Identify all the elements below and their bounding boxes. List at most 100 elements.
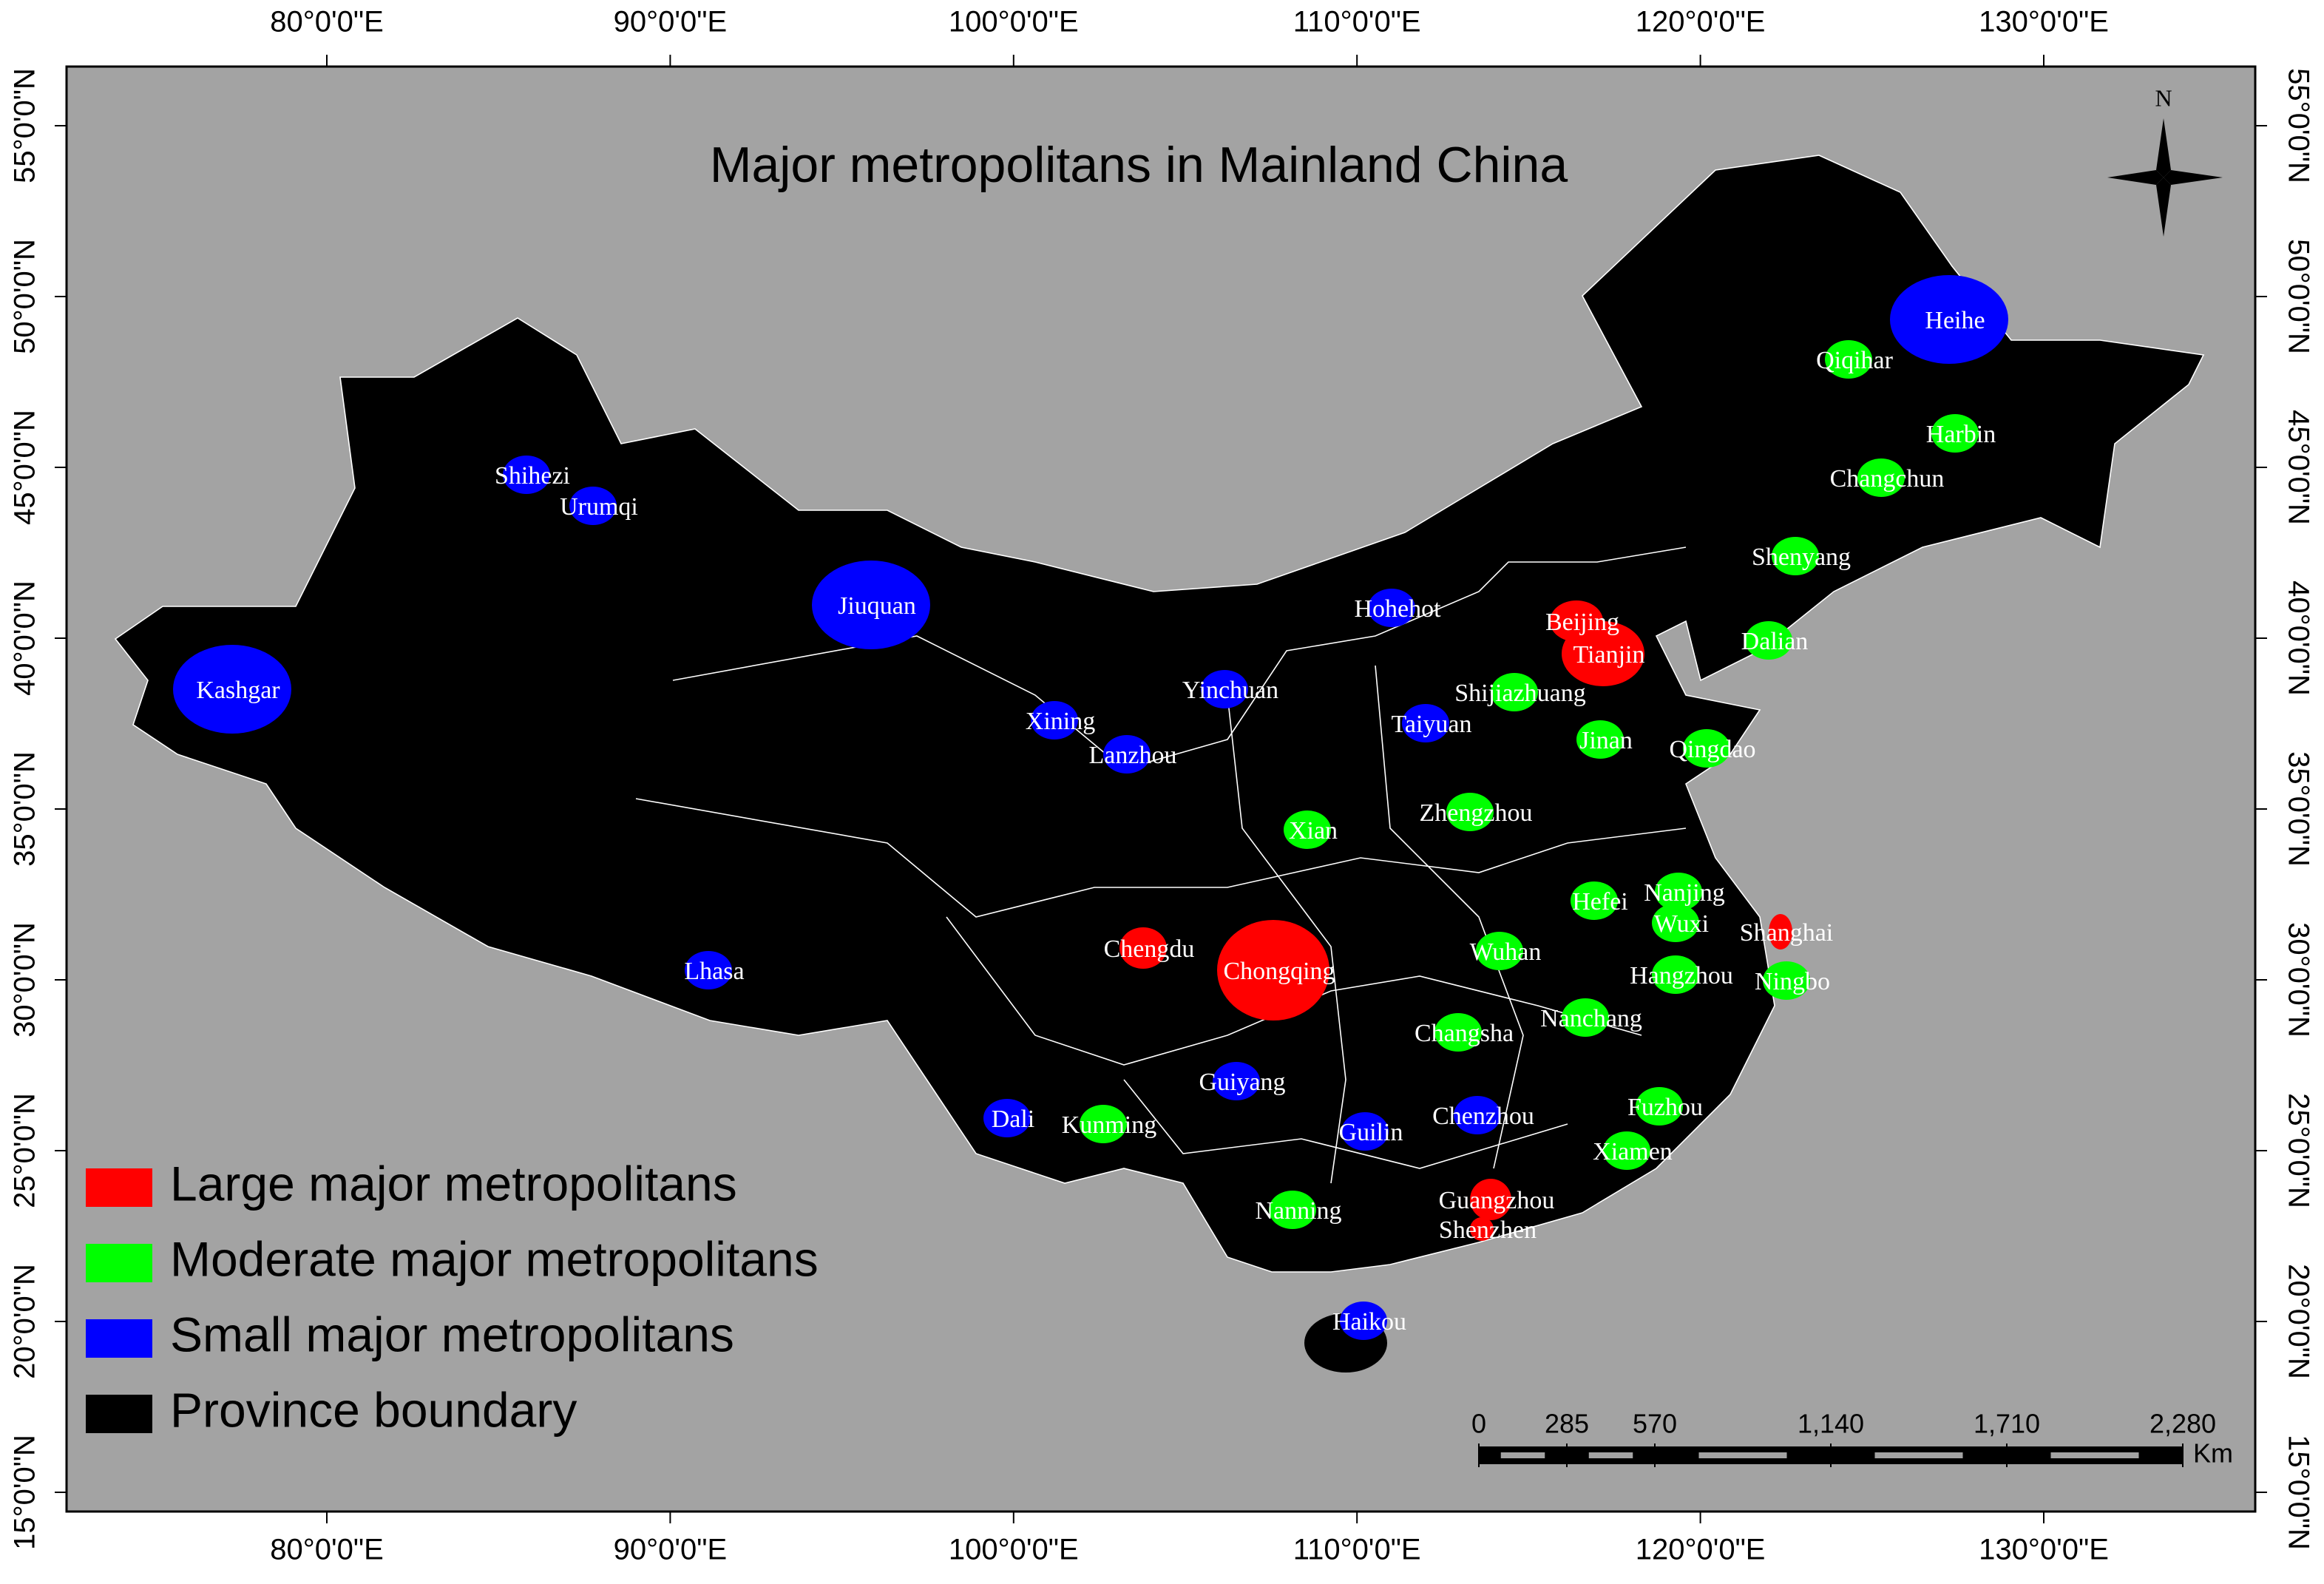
city-label: Xiamen: [1593, 1138, 1673, 1165]
lon-label-bottom: 100°0'0"E: [949, 1534, 1079, 1566]
metro-area: [1454, 1096, 1501, 1134]
city-label: Shenzhen: [1439, 1216, 1537, 1244]
city-label: Nanning: [1255, 1197, 1341, 1225]
metro-area: [1269, 1191, 1316, 1229]
north-arrow: N: [2107, 84, 2223, 237]
city-label: Lhasa: [684, 958, 744, 985]
city-label: Wuhan: [1470, 938, 1542, 966]
metro-area: [1213, 1062, 1260, 1100]
scale-segment: [1874, 1452, 1963, 1458]
metro-area: [1652, 955, 1699, 994]
metro-area: [503, 456, 550, 494]
metro-area: [1763, 961, 1810, 1000]
legend-label: Small major metropolitans: [170, 1307, 734, 1361]
city-label: Kunming: [1062, 1111, 1156, 1139]
metro-area: [685, 951, 732, 989]
metro-area: [1769, 914, 1792, 950]
city-label: Nanchang: [1540, 1005, 1642, 1032]
map-title: Major metropolitans in Mainland China: [710, 137, 1568, 193]
lat-label-left: 55°0'0"N: [9, 68, 41, 183]
metro-area: [1119, 927, 1167, 969]
legend-swatch: [86, 1244, 152, 1282]
city-label: Urumqi: [560, 493, 638, 521]
city-label: Shanghai: [1740, 919, 1834, 947]
metro-area: [1571, 881, 1618, 920]
metro-area: [1825, 340, 1872, 379]
metro-area: [1636, 1087, 1683, 1126]
metro-area: [1031, 701, 1078, 739]
city-label: Zhengzhou: [1420, 799, 1533, 827]
metro-area: [1402, 704, 1449, 742]
metro-area: [1772, 537, 1819, 575]
lon-label-bottom: 110°0'0"E: [1293, 1534, 1421, 1566]
metro-area: [983, 1099, 1031, 1137]
metro-area: [1103, 735, 1151, 774]
lon-label-bottom: 120°0'0"E: [1636, 1534, 1766, 1566]
scale-segment: [1698, 1452, 1787, 1458]
city-label: Changsha: [1415, 1020, 1514, 1047]
metro-area: [1340, 1302, 1387, 1340]
legend-swatch: [86, 1319, 152, 1358]
lat-label-right: 20°0'0"N: [2282, 1264, 2314, 1379]
legend-label: Large major metropolitans: [170, 1156, 737, 1211]
metro-area: [1683, 729, 1730, 768]
metro-area: [1470, 1179, 1511, 1220]
metro-area: [1446, 793, 1494, 831]
city-label: Guangzhou: [1439, 1187, 1555, 1214]
metro-area: [1080, 1105, 1127, 1143]
lat-label-right: 50°0'0"N: [2282, 239, 2314, 354]
city-label: Xining: [1026, 708, 1095, 735]
city-label: Chenzhou: [1432, 1103, 1534, 1130]
metro-area: [1368, 589, 1415, 627]
city-label: Hefei: [1572, 888, 1628, 915]
city-label: Guiyang: [1199, 1069, 1285, 1096]
lat-label-right: 35°0'0"N: [2282, 751, 2314, 867]
metro-area: [1655, 873, 1702, 911]
scale-unit: Km: [2193, 1438, 2233, 1469]
city-label: Ningbo: [1755, 968, 1830, 995]
lat-label-left: 50°0'0"N: [9, 239, 41, 354]
metro-area: [1284, 810, 1331, 849]
city-label: Qiqihar: [1816, 347, 1894, 374]
city-label: Haikou: [1332, 1308, 1406, 1336]
scale-label: 2,280: [2149, 1409, 2216, 1439]
city-label: Kashgar: [196, 677, 280, 704]
lon-label-top: 130°0'0"E: [1979, 6, 2109, 38]
city-label: Lanzhou: [1089, 742, 1177, 769]
city-label: Dali: [992, 1106, 1035, 1133]
province-boundaries: [635, 546, 1687, 1184]
metro-area: [1562, 998, 1609, 1037]
city-label: Qingdao: [1669, 736, 1755, 763]
city-label: Hohehot: [1354, 595, 1441, 623]
lon-label-top: 90°0'0"E: [614, 6, 728, 38]
metro-area: [569, 487, 617, 525]
scale-label: 285: [1545, 1409, 1589, 1439]
legend-label: Province boundary: [170, 1382, 577, 1437]
lon-label-top: 100°0'0"E: [949, 6, 1079, 38]
scale-label: 1,710: [1974, 1409, 2040, 1439]
city-label: Shenyang: [1752, 544, 1851, 571]
city-label: Taiyuan: [1391, 711, 1471, 738]
scale-segment: [2050, 1452, 2139, 1458]
city-label: Chongqing: [1223, 958, 1335, 985]
city-label: Harbin: [1926, 421, 1996, 448]
lon-label-top: 80°0'0"E: [270, 6, 384, 38]
city-label: Changchun: [1830, 465, 1945, 493]
lon-label-top: 120°0'0"E: [1636, 6, 1766, 38]
metro-area: [1476, 932, 1523, 970]
metro-area: [1491, 673, 1538, 711]
metro-area: [1341, 1112, 1389, 1151]
lat-label-left: 35°0'0"N: [9, 751, 41, 867]
metro-area: [1652, 904, 1699, 942]
lon-label-bottom: 80°0'0"E: [270, 1534, 384, 1566]
city-label: Dalian: [1741, 628, 1809, 655]
lon-label-bottom: 130°0'0"E: [1979, 1534, 2109, 1566]
lat-label-right: 30°0'0"N: [2282, 922, 2314, 1038]
city-label: Fuzhou: [1627, 1094, 1703, 1121]
lat-label-left: 45°0'0"N: [9, 410, 41, 525]
city-label: Yinchuan: [1182, 677, 1278, 704]
lat-label-right: 45°0'0"N: [2282, 410, 2314, 525]
city-label: Beijing: [1545, 609, 1619, 636]
metro-area: [1562, 621, 1644, 686]
